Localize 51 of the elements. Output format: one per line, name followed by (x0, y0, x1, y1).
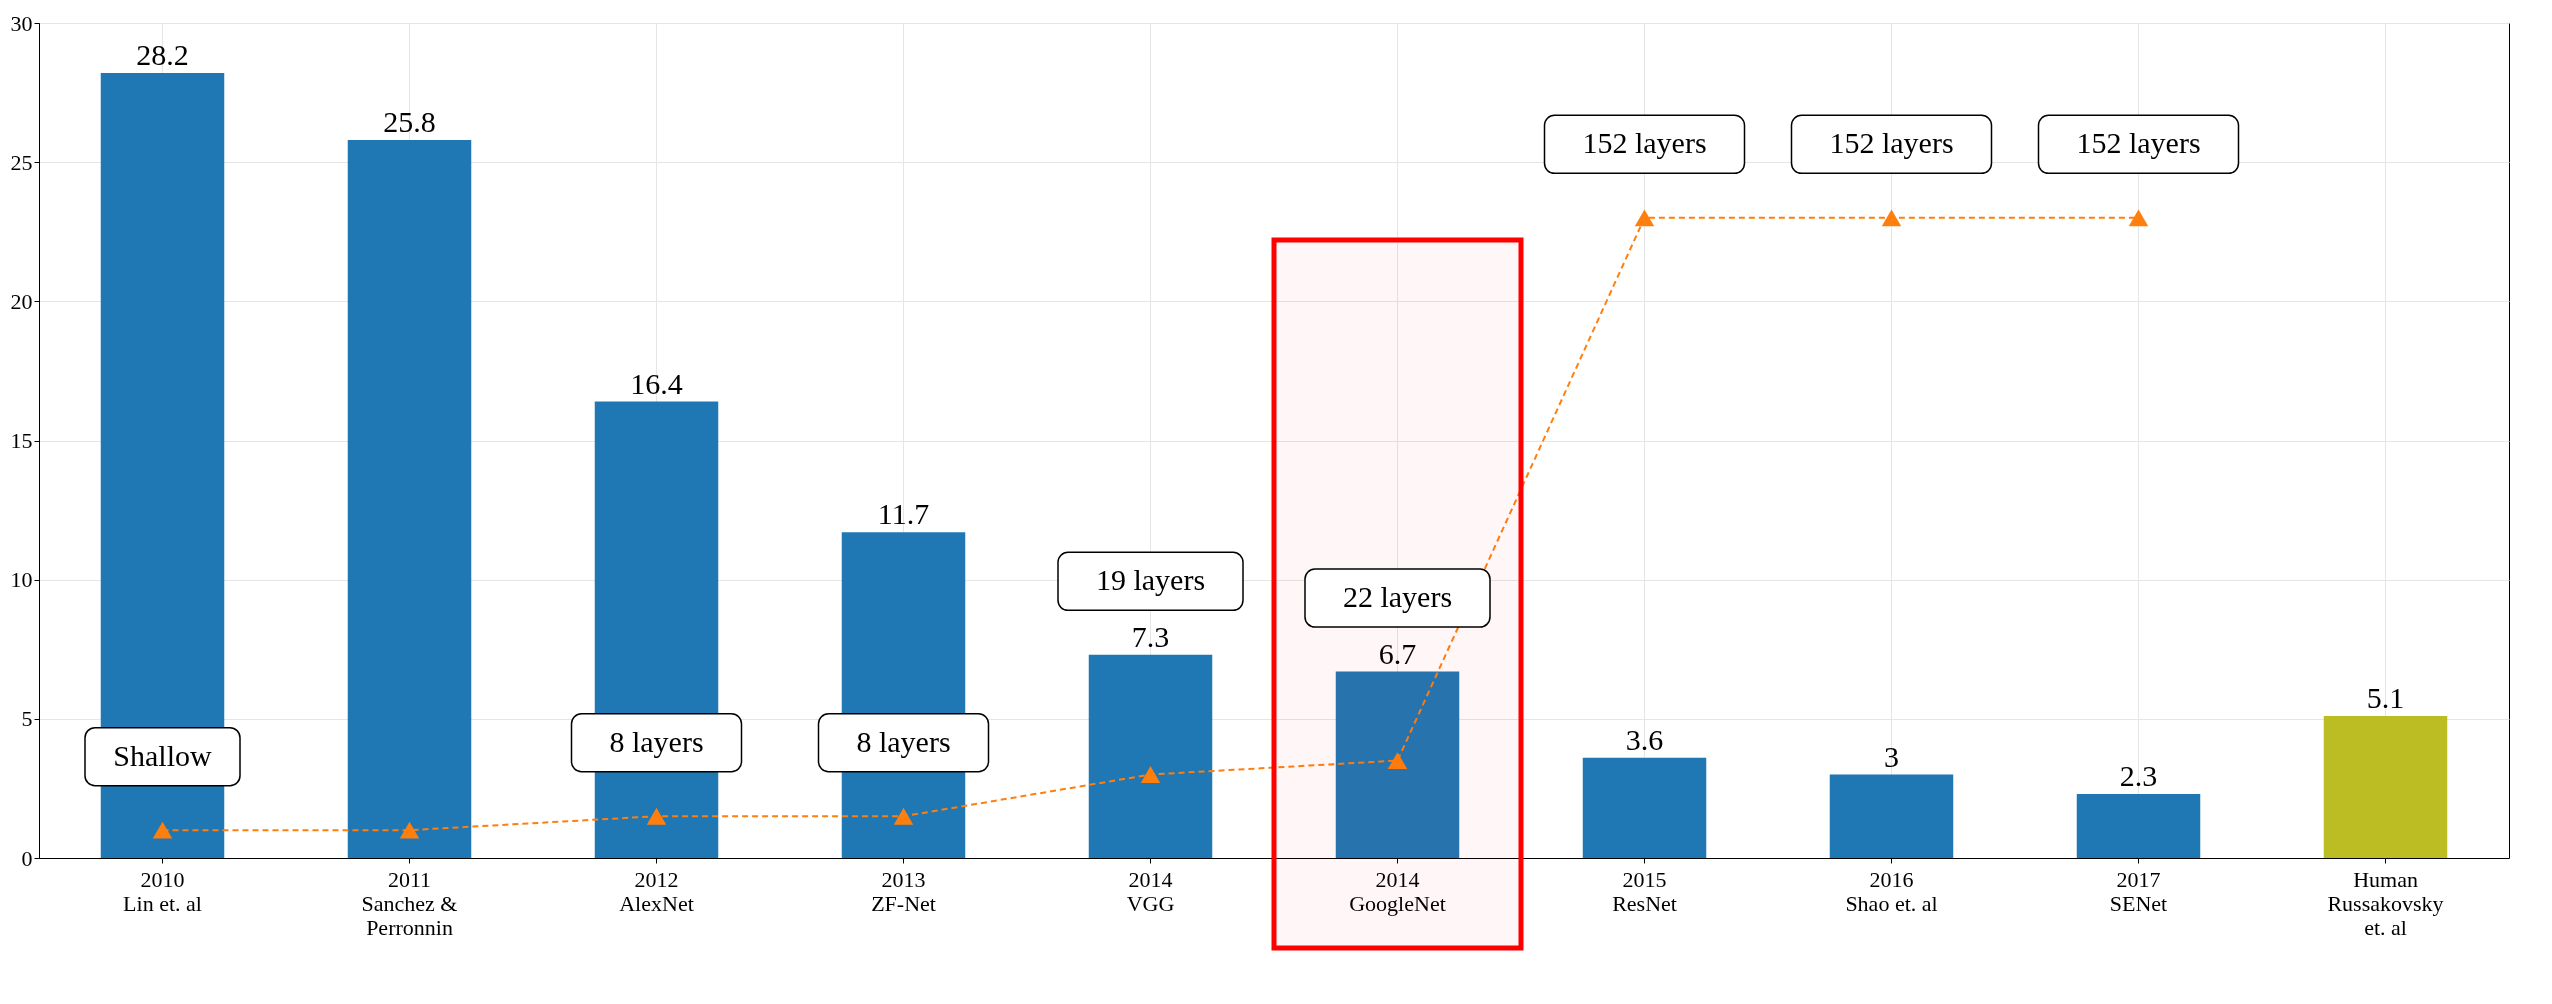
data-label: 25.8 (383, 104, 436, 138)
annotation: 152 layers (2076, 126, 2201, 160)
y-tick-label: 20 (10, 288, 33, 314)
bar (1335, 671, 1460, 858)
data-label: 11.7 (877, 497, 930, 531)
data-label: 16.4 (630, 366, 683, 400)
x-tick-label: 2016 Shao et. al (1845, 866, 1938, 916)
point (1387, 752, 1408, 770)
bar (1088, 654, 1213, 858)
x-tick-label: 2011 Sanchez & Perronnin (361, 866, 458, 940)
x-tick-label: 2010 Lin et. al (123, 866, 202, 916)
data-label: 5.1 (2366, 681, 2405, 715)
point (1634, 209, 1655, 227)
y-tick-label: 0 (21, 845, 33, 871)
point (2128, 209, 2149, 227)
point (893, 807, 914, 825)
point (1140, 766, 1161, 783)
annotation: 152 layers (1582, 126, 1707, 160)
annotation: 22 layers (1342, 580, 1453, 614)
bar (1582, 757, 1707, 858)
bar (2076, 793, 2201, 858)
y-tick-label: 25 (10, 149, 33, 175)
x-tick-label: 2012 AlexNet (619, 866, 694, 916)
data-label: 6.7 (1378, 636, 1417, 670)
point (152, 821, 173, 839)
x-tick-label: 2013 ZF-Net (871, 866, 936, 916)
data-label: 28.2 (136, 38, 189, 72)
annotation: 19 layers (1095, 563, 1206, 597)
data-label: 7.3 (1131, 619, 1170, 653)
bar (2323, 716, 2448, 858)
annotation: 8 layers (609, 724, 704, 758)
point (646, 807, 667, 825)
annotation: 8 layers (856, 724, 951, 758)
x-tick-label: 2014 VGG (1126, 866, 1175, 916)
bar (347, 139, 472, 858)
bar (1829, 774, 1954, 858)
x-tick-label: Human Russakovsky et. al (2327, 866, 2444, 940)
annotation: Shallow (113, 738, 212, 772)
x-tick-label: 2015 ResNet (1612, 866, 1677, 916)
annotation: 152 layers (1829, 126, 1954, 160)
data-label: 3.6 (1625, 722, 1664, 756)
point (1881, 209, 1902, 227)
y-tick-label: 5 (21, 706, 33, 732)
y-tick-label: 15 (10, 428, 33, 453)
data-label: 3 (1884, 739, 1899, 773)
x-tick-label: 2017 SENet (2109, 866, 2168, 916)
data-label: 2.3 (2119, 758, 2158, 792)
point (399, 821, 420, 839)
y-tick-label: 30 (10, 10, 33, 36)
x-tick-label: 2014 GoogleNet (1349, 866, 1446, 916)
y-tick-label: 10 (10, 567, 33, 593)
